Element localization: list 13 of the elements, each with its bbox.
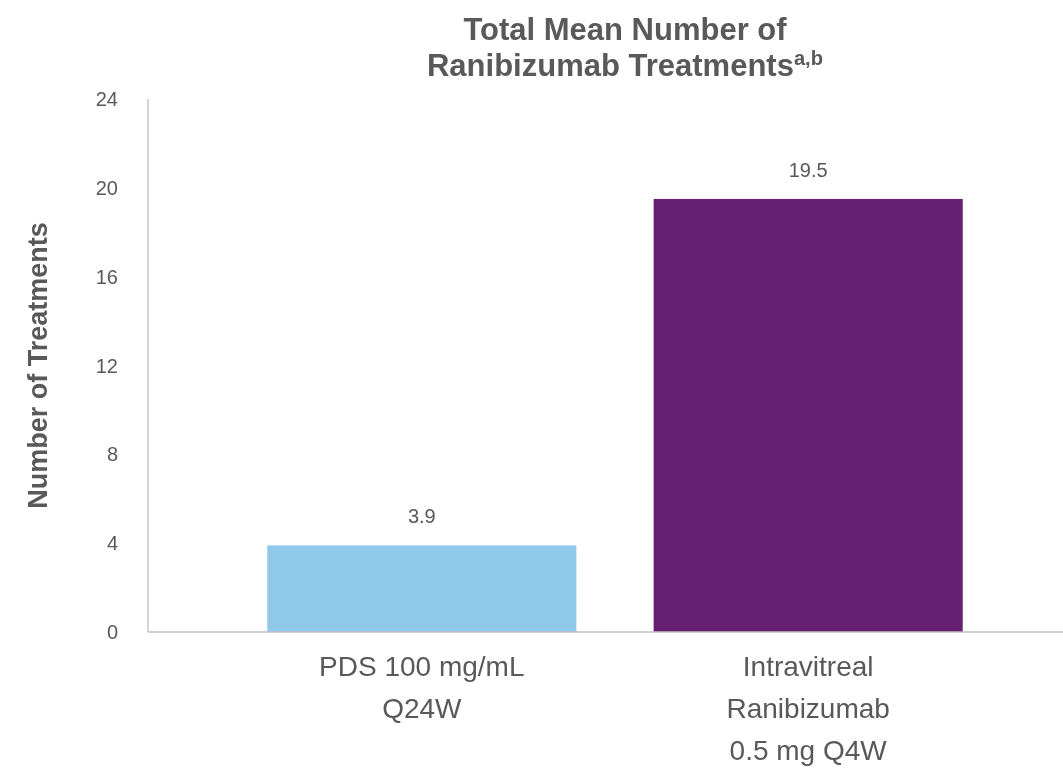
y-tick-label: 12: [95, 354, 118, 377]
y-tick-label: 20: [95, 176, 118, 199]
y-tick-label: 4: [106, 532, 118, 555]
y-tick-label: 0: [106, 621, 118, 643]
y-tick-label: 8: [106, 443, 118, 466]
y-axis-title: Number of Treatments: [23, 222, 53, 509]
data-label: 3.9: [407, 505, 436, 528]
data-label: 19.5: [788, 158, 828, 181]
chart-title: Total Mean Number of Ranibizumab Treatments$^{a,b}$: [426, 12, 824, 83]
x-tick-label: PDS 100 mg/mL Q24W: [319, 651, 525, 724]
y-tick-label: 16: [95, 265, 118, 288]
x-tick-label: Intravitreal Ranibizumab 0.5 mg Q4W: [726, 651, 890, 766]
y-tick-label: 24: [95, 88, 118, 110]
